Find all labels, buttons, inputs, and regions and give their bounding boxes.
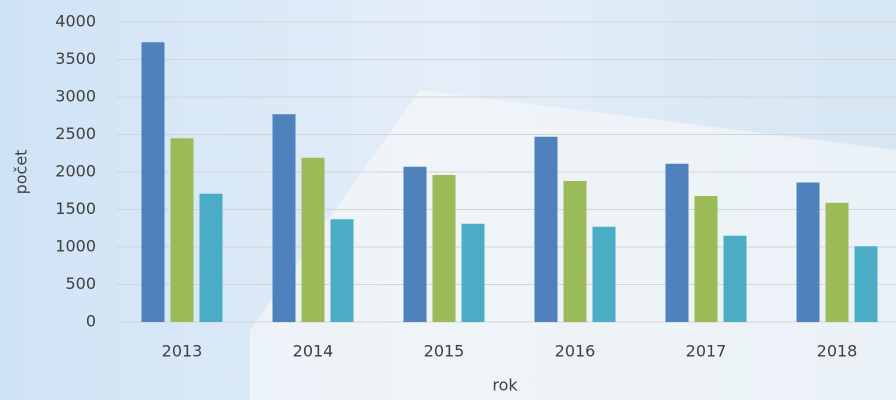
- bar: [433, 175, 456, 322]
- x-tick-label: 2016: [555, 342, 596, 361]
- bar: [564, 181, 587, 322]
- chart: počet rok 0 500 1000 1500 2000 2500 3000 3500 40…: [0, 0, 896, 400]
- x-axis-label: rok: [492, 376, 518, 395]
- bar: [171, 138, 194, 322]
- bar: [302, 158, 325, 322]
- bar: [142, 42, 165, 322]
- x-tick-label: 2017: [686, 342, 727, 361]
- x-tick-label: 2013: [162, 342, 203, 361]
- bar: [200, 194, 223, 322]
- bar: [462, 224, 485, 322]
- bar: [273, 114, 296, 322]
- x-tick-label: 2015: [424, 342, 465, 361]
- y-tick-label: 3500: [55, 49, 96, 68]
- x-tick-label: 2018: [817, 342, 858, 361]
- y-tick-label: 2000: [55, 162, 96, 181]
- x-tick-label: 2014: [293, 342, 334, 361]
- bar: [724, 236, 747, 322]
- bar: [593, 227, 616, 322]
- y-tick-label: 500: [65, 274, 96, 293]
- bar: [535, 137, 558, 322]
- bar: [331, 219, 354, 322]
- y-axis-label: počet: [12, 150, 31, 195]
- y-tick-label: 3000: [55, 87, 96, 106]
- bar: [666, 164, 689, 322]
- y-tick-label: 0: [86, 312, 96, 331]
- bar: [855, 246, 878, 322]
- bar: [797, 183, 820, 323]
- y-tick-label: 1500: [55, 199, 96, 218]
- y-tick-label: 4000: [55, 12, 96, 31]
- y-tick-label: 1000: [55, 237, 96, 256]
- bar: [826, 203, 849, 322]
- bar: [404, 167, 427, 322]
- y-tick-label: 2500: [55, 124, 96, 143]
- bar: [695, 196, 718, 322]
